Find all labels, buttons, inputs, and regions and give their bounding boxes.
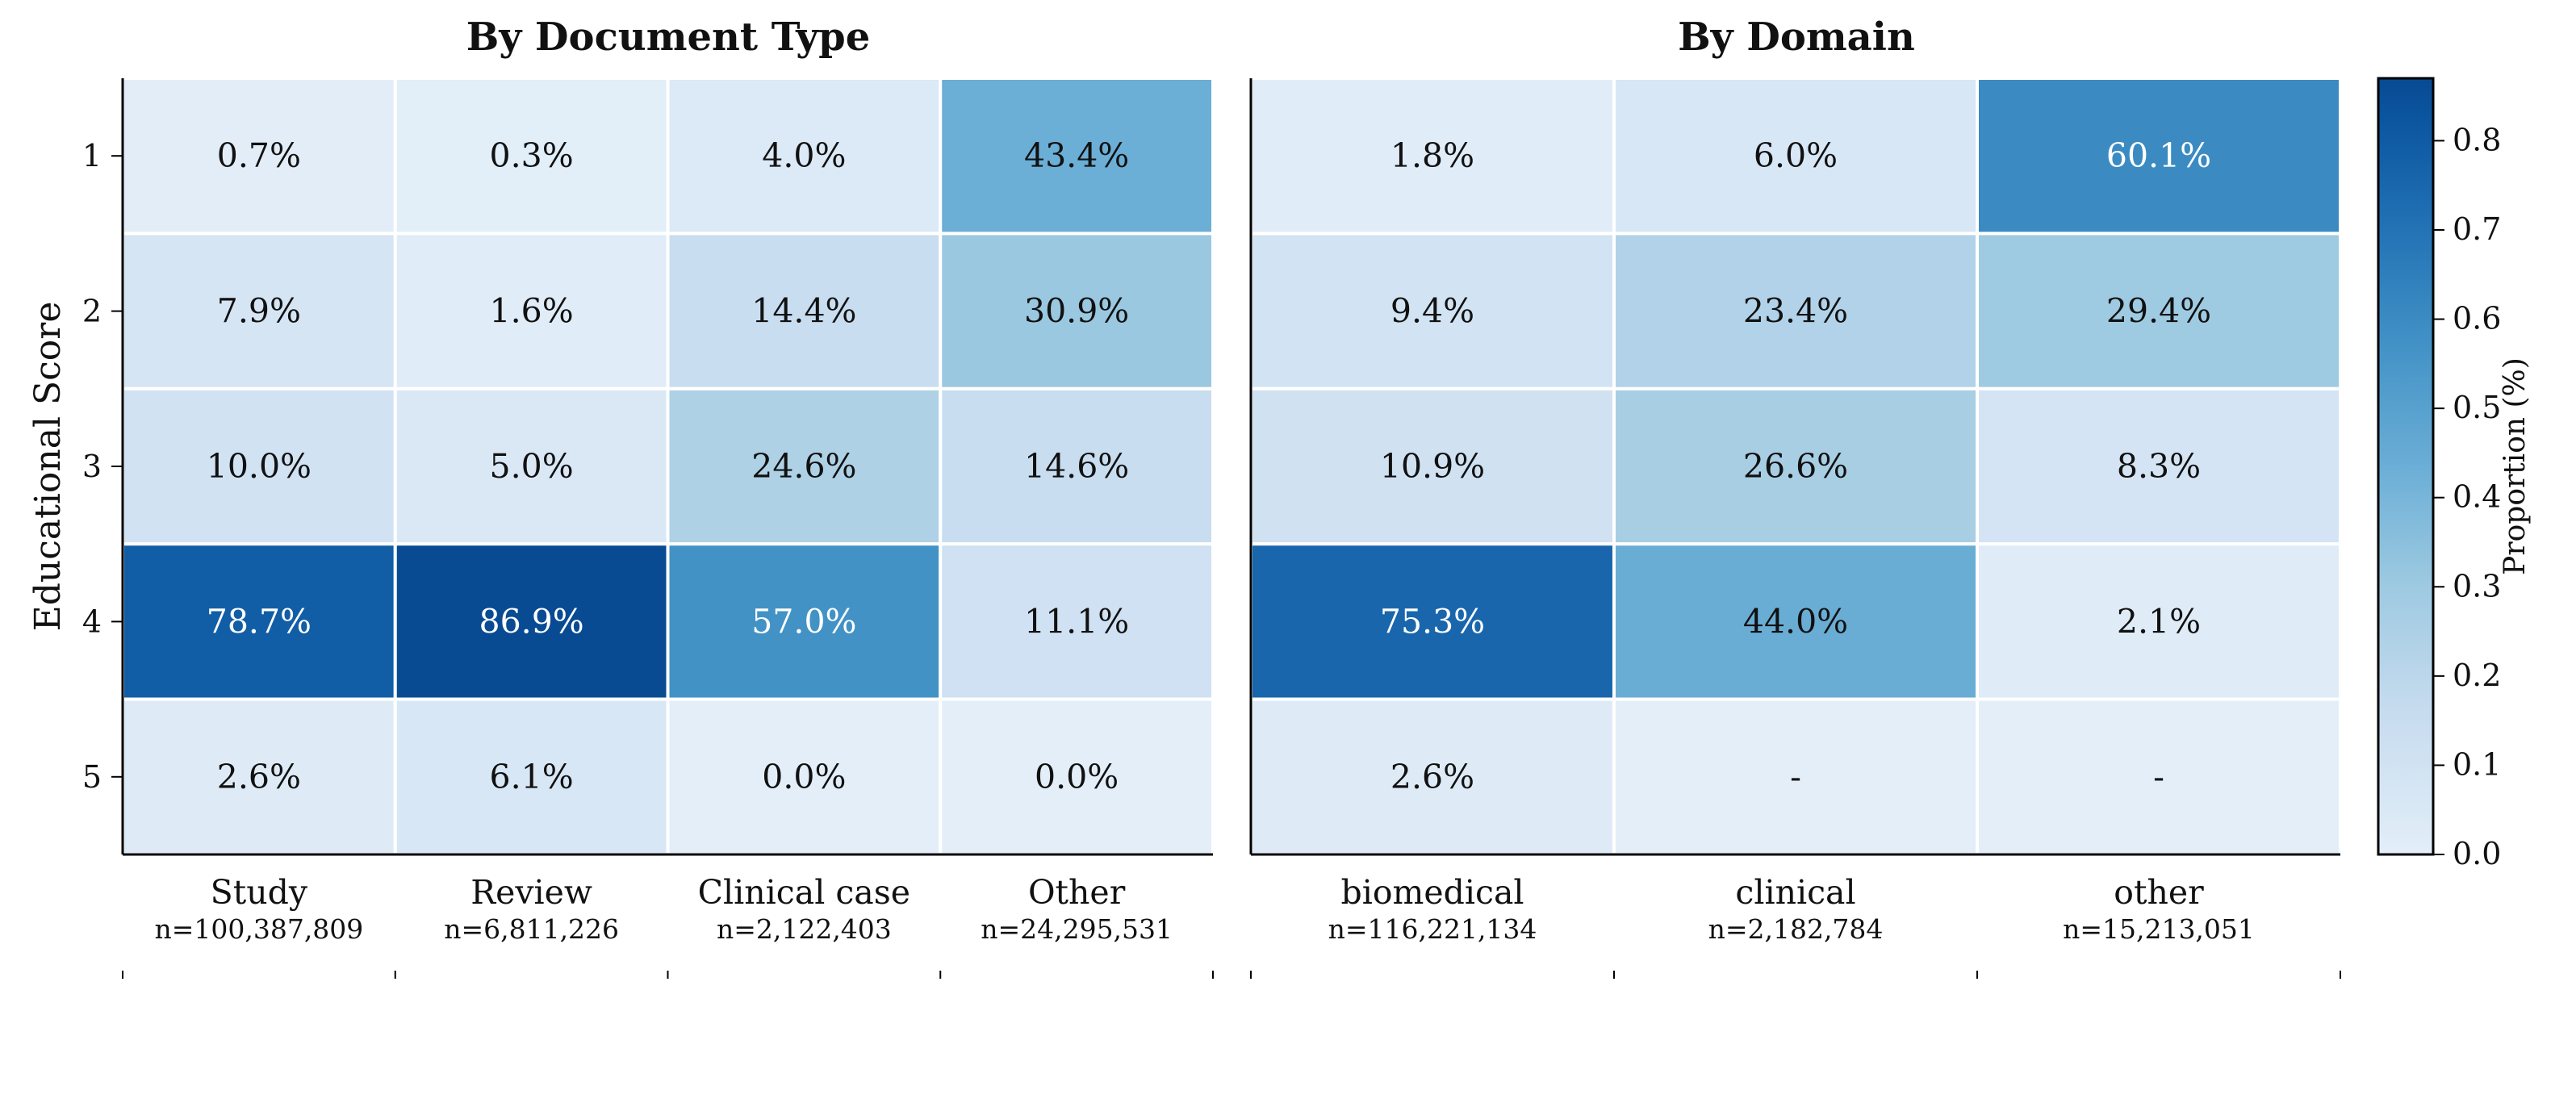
cell-value-label: 0.3% (490, 136, 574, 175)
x-category-count: n=15,213,051 (2063, 913, 2255, 945)
heatmap-cell (1612, 77, 1979, 236)
cell-value-label: 8.3% (2117, 447, 2201, 486)
cell-value-label: 26.6% (1743, 447, 1848, 486)
x-category-label: Clinical case (698, 873, 910, 912)
cell-value-label: 0.7% (217, 136, 301, 175)
cell-value-label: 9.4% (1390, 292, 1474, 331)
cell-value-label: - (2153, 758, 2164, 796)
cell-value-label: 60.1% (2106, 136, 2211, 175)
heatmap-cell (393, 386, 670, 546)
heatmap-cell (939, 232, 1215, 391)
colorbar-tick-label: 0.0 (2453, 836, 2501, 871)
cell-value-label: 11.1% (1024, 602, 1129, 641)
cell-value-label: 30.9% (1024, 292, 1129, 331)
colorbar-label: Proportion (%) (2499, 357, 2532, 575)
heatmap-cell (393, 697, 670, 856)
colorbar-tick-label: 0.6 (2453, 301, 2501, 336)
x-category-count: n=100,387,809 (154, 913, 363, 945)
cell-value-label: 10.0% (207, 447, 312, 486)
cell-value-label: - (1790, 758, 1801, 796)
heatmap-cell (1976, 232, 2342, 391)
right-chart-title: By Domain (1678, 15, 1915, 60)
y-tick-label: 5 (82, 759, 102, 795)
y-tick-label: 3 (82, 449, 102, 484)
cell-value-label: 14.6% (1024, 447, 1129, 486)
cell-value-label: 24.6% (751, 447, 856, 486)
cell-value-label: 5.0% (490, 447, 574, 486)
cell-value-label: 57.0% (751, 602, 856, 641)
cell-value-label: 44.0% (1743, 602, 1848, 641)
x-category-count: n=24,295,531 (981, 913, 1173, 945)
colorbar-tick-label: 0.3 (2453, 568, 2501, 604)
left-chart-title: By Document Type (466, 15, 870, 60)
x-category-count: n=6,811,226 (444, 913, 619, 945)
y-tick-label: 4 (82, 604, 102, 639)
cell-value-label: 0.0% (762, 758, 846, 796)
heatmap-cell (666, 77, 943, 236)
document-type-heatmap: 0.7% 0.3% 4.0% 43.4%7.9% 1.6% 14.4% 30.9%10.0%… (82, 77, 1215, 979)
cell-value-label: 23.4% (1743, 292, 1848, 331)
heatmap-cell (1976, 386, 2342, 546)
x-category-label: Review (470, 873, 592, 912)
cell-value-label: 10.9% (1380, 447, 1485, 486)
heatmap-cell (1976, 697, 2342, 856)
colorbar-tick-label: 0.5 (2453, 390, 2501, 425)
heatmap-cell (939, 542, 1215, 701)
x-category-label: clinical (1735, 873, 1855, 912)
cell-value-label: 7.9% (217, 292, 301, 331)
cell-value-label: 1.6% (490, 292, 574, 331)
colorbar: 0.0 0.1 0.2 0.3 0.4 0.5 0.6 0.7 0.8 (2377, 77, 2501, 871)
x-category-label: other (2114, 873, 2204, 912)
heatmap-cell (1249, 697, 1616, 856)
x-category-label: Other (1028, 873, 1126, 912)
colorbar-tick-label: 0.1 (2453, 746, 2501, 782)
cell-value-label: 6.0% (1754, 136, 1838, 175)
cell-value-label: 4.0% (762, 136, 846, 175)
cell-value-label: 2.1% (2117, 602, 2201, 641)
colorbar-tick-label: 0.7 (2453, 211, 2501, 247)
x-category-count: n=2,122,403 (717, 913, 892, 945)
heatmap-cell (939, 697, 1215, 856)
cell-value-label: 29.4% (2106, 292, 2211, 331)
x-category-label: biomedical (1340, 873, 1524, 912)
cell-value-label: 6.1% (490, 758, 574, 796)
heatmap-cell (393, 232, 670, 391)
cell-value-label: 1.8% (1390, 136, 1474, 175)
cell-value-label: 43.4% (1024, 136, 1129, 175)
domain-heatmap: 1.8% 6.0% 60.1% 9.4% 23.4% 29.4% 10.9% 26.6% 8.3… (1249, 77, 2342, 979)
cell-value-label: 2.6% (1390, 758, 1474, 796)
heatmap-cell (666, 697, 943, 856)
y-tick-label: 1 (82, 138, 102, 173)
cell-value-label: 78.7% (207, 602, 312, 641)
cell-value-label: 0.0% (1035, 758, 1119, 796)
cell-value-label: 14.4% (751, 292, 856, 331)
colorbar-tick-label: 0.8 (2453, 122, 2501, 157)
y-axis-label: Educational Score (27, 302, 69, 632)
heatmap-cell (121, 77, 397, 236)
heatmap-cell (393, 542, 670, 701)
x-category-count: n=116,221,134 (1328, 913, 1537, 945)
cell-value-label: 2.6% (217, 758, 301, 796)
heatmap-cell (1976, 542, 2342, 701)
x-category-label: Study (211, 873, 308, 912)
heatmap-cell (1976, 77, 2342, 236)
heatmap-cell (393, 77, 670, 236)
colorbar-tick-label: 0.4 (2453, 479, 2501, 515)
colorbar-tick-label: 0.2 (2453, 658, 2501, 693)
cell-value-label: 75.3% (1380, 602, 1485, 641)
heatmap-cell (1249, 386, 1616, 546)
heatmap-cell (939, 386, 1215, 546)
heatmap-cell (939, 77, 1215, 236)
colorbar-gradient (2377, 77, 2435, 856)
x-category-count: n=2,182,784 (1708, 913, 1884, 945)
heatmap-cell (1249, 232, 1616, 391)
cell-value-label: 86.9% (479, 602, 584, 641)
y-tick-label: 2 (82, 294, 102, 329)
